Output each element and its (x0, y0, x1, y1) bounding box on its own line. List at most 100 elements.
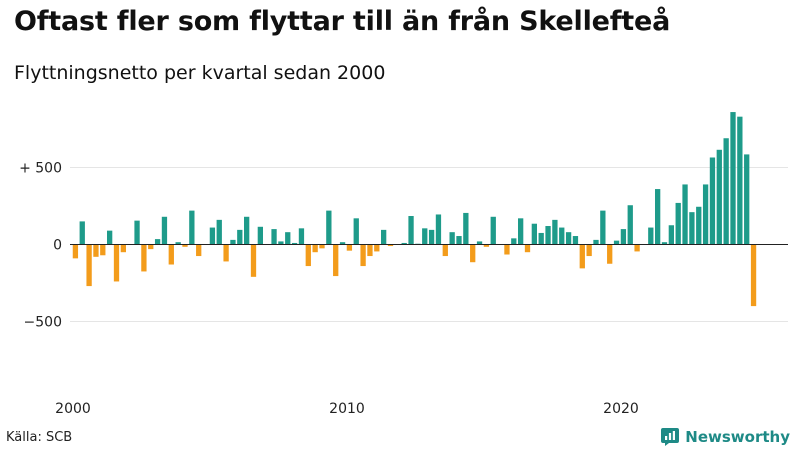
bar (552, 219, 558, 245)
bar (702, 184, 709, 245)
bar (620, 229, 627, 245)
x-tick-label: 2020 (603, 401, 639, 417)
bar (86, 244, 92, 287)
bar (72, 244, 79, 259)
bar (291, 242, 298, 245)
bar (367, 244, 373, 257)
bar (209, 227, 216, 245)
chart-title: Oftast fler som flyttar till än från Ske… (14, 6, 671, 37)
bar (545, 226, 551, 245)
bar (531, 223, 537, 245)
bar (353, 218, 359, 245)
bar (168, 244, 174, 265)
bar (387, 244, 394, 247)
bar (750, 244, 757, 307)
bar (524, 244, 531, 253)
bar (723, 138, 729, 245)
bar (696, 206, 702, 245)
bar (744, 154, 750, 245)
bar (559, 227, 565, 245)
bar (113, 244, 120, 282)
y-tick-label: 0 (53, 238, 62, 254)
bar (668, 225, 674, 245)
bar (79, 221, 85, 245)
axes: + 500 0 −500 2000 2010 2020 (19, 161, 788, 417)
bar (648, 227, 654, 245)
bar (216, 219, 222, 245)
bar (141, 244, 147, 272)
bar (435, 214, 442, 245)
bar (134, 220, 140, 245)
bar (538, 232, 544, 245)
bar (709, 157, 716, 245)
bar (613, 240, 620, 245)
bar (148, 244, 154, 250)
bar (675, 202, 681, 245)
bar (381, 229, 387, 245)
bar (107, 230, 113, 245)
bar (319, 244, 325, 249)
bar (298, 228, 305, 245)
bar (682, 184, 688, 245)
bar (244, 216, 250, 245)
bar (504, 244, 510, 255)
bar (730, 112, 736, 245)
bar (333, 244, 339, 277)
bar (196, 244, 202, 257)
bar (230, 239, 236, 245)
bar (716, 149, 722, 245)
bar (655, 189, 661, 245)
bar (490, 216, 496, 245)
bar (737, 116, 743, 245)
bar (408, 216, 414, 245)
bar (182, 244, 188, 247)
bar (237, 229, 243, 245)
grid-lines (70, 167, 788, 322)
bar (627, 205, 633, 245)
bar (360, 244, 366, 267)
bar-chart-logo-icon (661, 428, 680, 446)
bar (463, 212, 469, 245)
bar (175, 242, 181, 245)
bar (161, 216, 168, 245)
bar (661, 242, 668, 245)
bar (250, 244, 257, 277)
bar (579, 244, 585, 269)
bar (607, 244, 613, 264)
bar (689, 212, 695, 245)
bar (600, 210, 606, 245)
bar (339, 242, 346, 245)
bar (100, 244, 106, 256)
bar (154, 239, 161, 245)
bar (572, 236, 579, 245)
bar (511, 238, 517, 245)
source-note: Källa: SCB (6, 430, 73, 445)
y-tick-label: −500 (24, 315, 62, 331)
bar (120, 244, 126, 253)
bar (442, 244, 448, 257)
bar (518, 218, 524, 245)
bar (483, 244, 490, 247)
bar (346, 244, 353, 251)
brand-name: Newsworthy (685, 428, 790, 446)
bar (449, 232, 455, 245)
bar (271, 229, 277, 245)
bar (93, 244, 99, 257)
bars (72, 112, 757, 307)
bar (593, 239, 599, 245)
brand-logo: Newsworthy (660, 426, 790, 448)
bar (428, 229, 435, 245)
bar (456, 236, 462, 245)
bar (305, 244, 311, 267)
bar (223, 244, 229, 262)
bar (285, 232, 291, 245)
bar (422, 228, 428, 245)
y-tick-label: + 500 (19, 161, 62, 177)
bar (476, 241, 483, 245)
bar (278, 241, 284, 245)
chart-subtitle: Flyttningsnetto per kvartal sedan 2000 (14, 62, 386, 84)
x-tick-label: 2010 (329, 401, 365, 417)
bar (257, 226, 263, 245)
bar (189, 210, 195, 245)
